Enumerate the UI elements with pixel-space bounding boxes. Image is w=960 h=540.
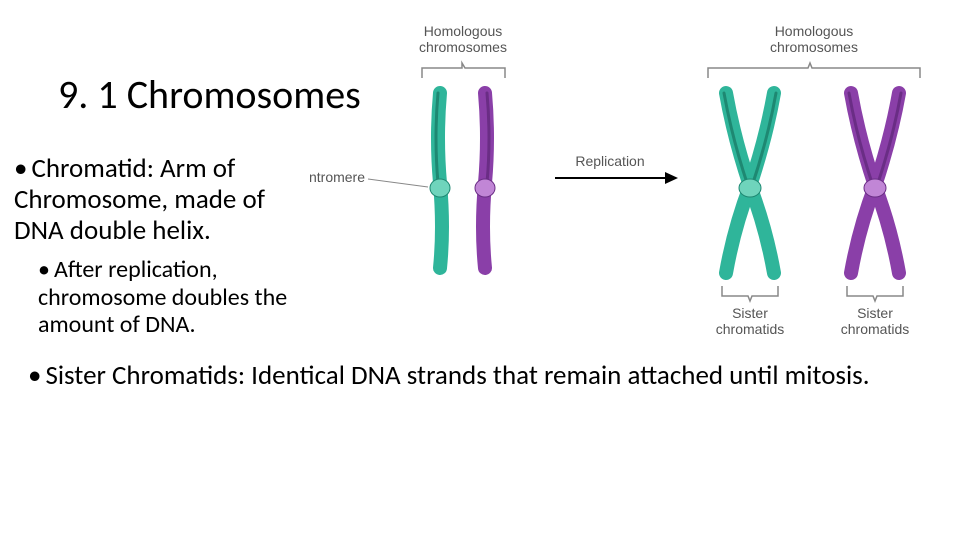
- centromere-pointer: [368, 179, 428, 187]
- label-homologous-right-line2: chromosomes: [770, 39, 858, 55]
- chromosome-purple-after: [849, 93, 901, 273]
- chromosome-purple-before: [475, 93, 495, 268]
- label-replication: Replication: [575, 153, 644, 169]
- bullet-text: Chromatid: Arm of Chromosome, made of DN…: [14, 152, 265, 247]
- bracket-sister-left: [722, 286, 778, 301]
- bullet-chromatid: Chromatid: Arm of Chromosome, made of DN…: [14, 153, 294, 246]
- label-sister-right-line1: Sister: [857, 305, 893, 321]
- bullet-sister-chromatids: Sister Chromatids: Identical DNA strands…: [28, 360, 928, 391]
- chromosome-green-after: [724, 93, 776, 273]
- label-centromere: Centromere: [310, 169, 365, 185]
- bullet-text: Sister Chromatids: Identical DNA strands…: [45, 359, 869, 392]
- label-homologous-left-line1: Homologous: [424, 23, 503, 39]
- replication-arrow: [555, 172, 678, 184]
- bullet-marker: [28, 359, 45, 392]
- bracket-right-top: [708, 63, 920, 78]
- bullet-text: After replication, chromosome doubles th…: [38, 255, 287, 339]
- chromosome-diagram: Homologous chromosomes Centromere Replic…: [310, 18, 950, 348]
- bracket-left-top: [422, 63, 505, 78]
- bullet-marker: [38, 255, 54, 284]
- centromere-green-after: [739, 179, 761, 197]
- label-sister-left-line2: chromatids: [716, 321, 784, 337]
- bullet-marker: [14, 152, 31, 185]
- chromosome-green-before: [430, 93, 450, 268]
- label-homologous-left-line2: chromosomes: [419, 39, 507, 55]
- centromere-purple-after: [864, 179, 886, 197]
- centromere-purple-before: [475, 179, 495, 197]
- bullet-after-replication: After replication, chromosome doubles th…: [38, 256, 298, 339]
- label-sister-right-line2: chromatids: [841, 321, 909, 337]
- label-homologous-right-line1: Homologous: [775, 23, 854, 39]
- centromere-green-before: [430, 179, 450, 197]
- bracket-sister-right: [847, 286, 903, 301]
- label-sister-left-line1: Sister: [732, 305, 768, 321]
